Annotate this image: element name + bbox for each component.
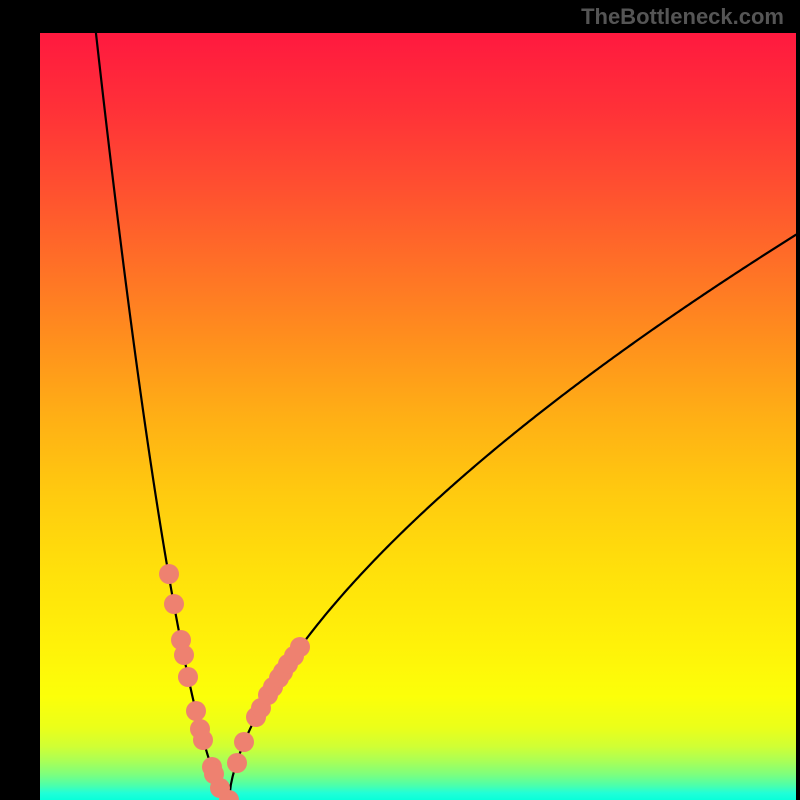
curve-marker [178, 667, 198, 687]
curve-marker [174, 645, 194, 665]
bottleneck-curve [0, 0, 800, 800]
curve-marker [290, 637, 310, 657]
curve-marker [227, 753, 247, 773]
curve-marker [186, 701, 206, 721]
curve-marker [234, 732, 254, 752]
curve-marker [193, 730, 213, 750]
curve-marker [159, 564, 179, 584]
curve-marker [164, 594, 184, 614]
